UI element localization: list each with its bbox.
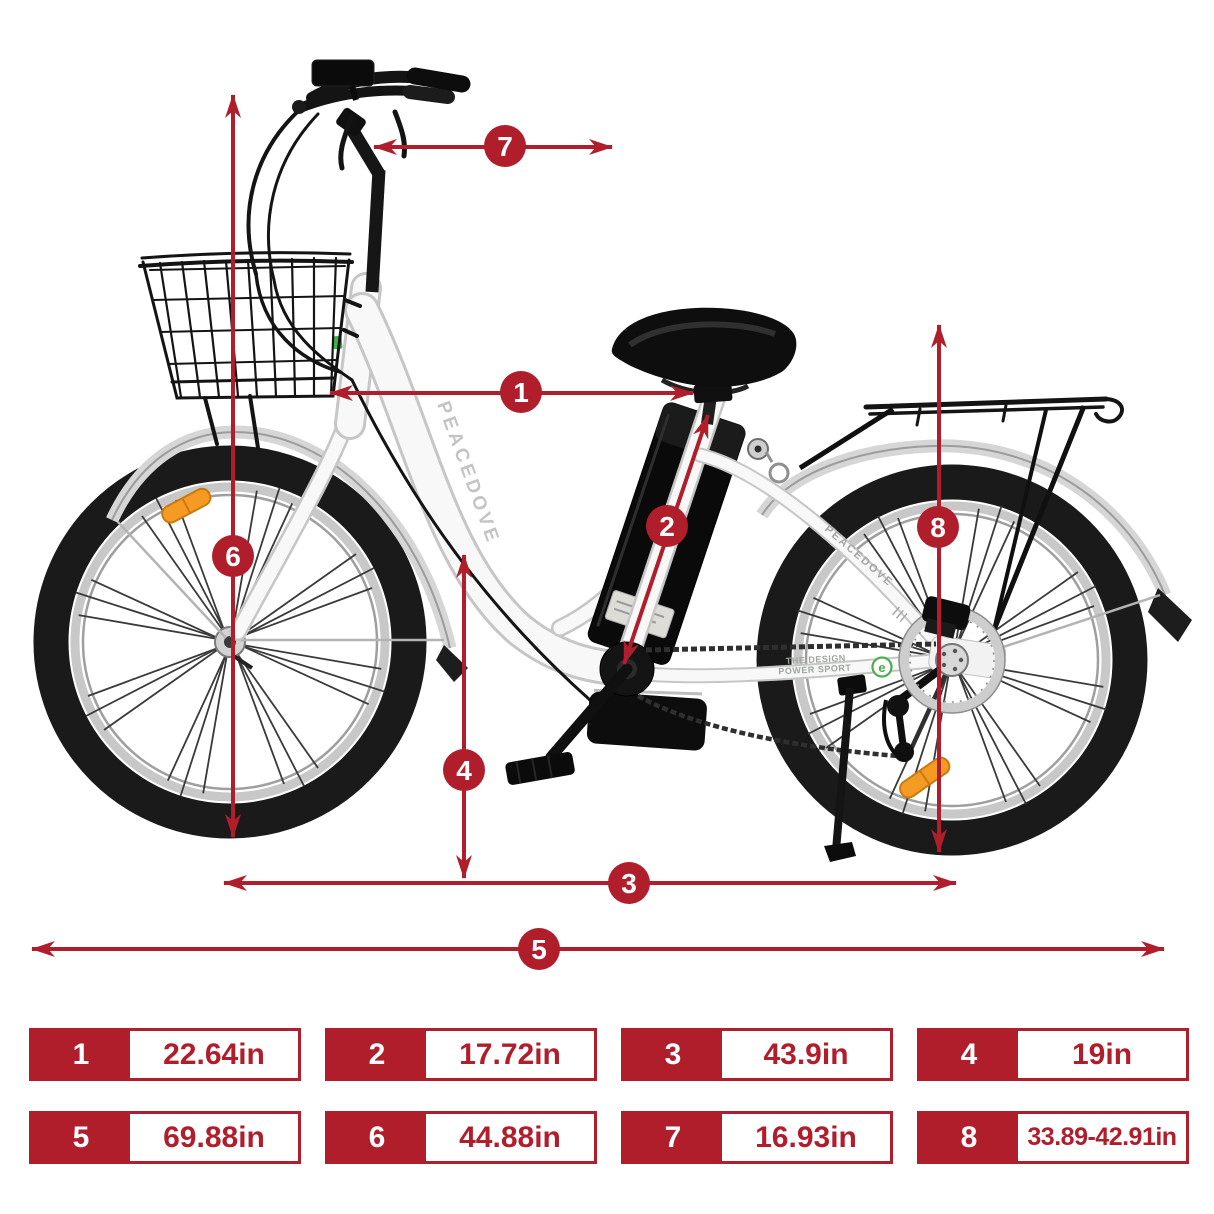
dimension-badge-5: 5 bbox=[518, 928, 560, 970]
spec-cell-2: 2 17.72in bbox=[325, 1028, 597, 1081]
bike-diagram: PEACEDOVE PEACEDOVE ||| THE DESIGN POWER… bbox=[26, 59, 1192, 970]
basket-bracket bbox=[342, 298, 362, 338]
dimension-badge-3: 3 bbox=[608, 862, 650, 904]
dimension-badge-2: 2 bbox=[646, 505, 688, 547]
svg-text:2: 2 bbox=[659, 511, 675, 542]
spec-cell-number: 2 bbox=[328, 1031, 426, 1078]
spec-cell-value: 22.64in bbox=[163, 1037, 265, 1071]
spec-cell-number: 7 bbox=[624, 1114, 722, 1161]
handlebar-assembly bbox=[246, 59, 592, 702]
svg-text:1: 1 bbox=[513, 377, 529, 408]
spec-cell-value: 19in bbox=[1071, 1037, 1133, 1071]
spec-cell-5: 5 69.88in bbox=[29, 1111, 301, 1164]
spec-cell-8: 8 33.89-42.91in bbox=[917, 1111, 1189, 1164]
svg-text:THE DESIGN: THE DESIGN bbox=[786, 653, 846, 666]
brake-lever bbox=[338, 113, 355, 171]
spec-cell-3: 3 43.9in bbox=[621, 1028, 893, 1081]
spec-cell-number: 8 bbox=[920, 1114, 1018, 1161]
spec-cell-1: 1 22.64in bbox=[29, 1028, 301, 1081]
dimension-badge-7: 7 bbox=[484, 125, 526, 167]
spec-cell-number: 4 bbox=[920, 1031, 1018, 1078]
spec-cell-number: 5 bbox=[32, 1114, 130, 1161]
pedal bbox=[505, 752, 575, 785]
saddle-assembly bbox=[611, 307, 797, 425]
mud-flap bbox=[1148, 588, 1192, 642]
right-grip bbox=[406, 67, 471, 93]
spec-cell-4: 4 19in bbox=[917, 1028, 1189, 1081]
spec-cell-number: 1 bbox=[32, 1031, 130, 1078]
svg-text:5: 5 bbox=[531, 934, 547, 965]
brake-cables bbox=[246, 102, 308, 276]
dimension-badge-1: 1 bbox=[500, 371, 542, 413]
saddle bbox=[611, 307, 797, 388]
spec-cell-7: 7 16.93in bbox=[621, 1111, 893, 1164]
spec-cell-value: 17.72in bbox=[459, 1037, 561, 1071]
display-unit bbox=[311, 59, 375, 87]
dimension-callouts: 1 2 3 4 5 6 7 8 bbox=[31, 94, 1165, 970]
front-reflector bbox=[161, 487, 212, 524]
chainstay-branding: THE DESIGN POWER SPORT bbox=[778, 653, 851, 677]
dimension-badge-6: 6 bbox=[212, 535, 254, 577]
spec-cell-number: 3 bbox=[624, 1031, 722, 1078]
battery bbox=[587, 402, 790, 665]
svg-text:3: 3 bbox=[621, 868, 637, 899]
front-basket bbox=[138, 251, 362, 450]
spec-cell-value: 44.88in bbox=[459, 1120, 561, 1154]
dimension-badge-4: 4 bbox=[443, 749, 485, 791]
svg-text:POWER SPORT: POWER SPORT bbox=[778, 663, 851, 677]
spec-cell-number: 6 bbox=[328, 1114, 426, 1161]
seat-clamp bbox=[693, 382, 733, 404]
e-badge-icon bbox=[871, 656, 893, 678]
spec-table: 1 22.64in 2 17.72in 3 43.9in 4 19in 5 69… bbox=[29, 1028, 1189, 1164]
rear-rack bbox=[798, 396, 1124, 631]
crank-arm bbox=[545, 663, 633, 763]
spec-cell-value: 16.93in bbox=[755, 1120, 857, 1154]
dimension-badge-8: 8 bbox=[917, 506, 959, 548]
e-badge-letter: e bbox=[878, 660, 885, 675]
battery-key-ring bbox=[768, 462, 790, 484]
front-spokes bbox=[26, 438, 434, 846]
spec-cell-value: 43.9in bbox=[763, 1037, 849, 1071]
rear-tire bbox=[756, 464, 1148, 856]
svg-text:7: 7 bbox=[497, 131, 513, 162]
basket-legs bbox=[203, 394, 260, 450]
kickstand bbox=[824, 674, 867, 862]
spec-cell-value: 69.88in bbox=[163, 1120, 265, 1154]
svg-text:6: 6 bbox=[225, 541, 241, 572]
spec-cell-6: 6 44.88in bbox=[325, 1111, 597, 1164]
stem bbox=[365, 169, 386, 293]
spec-cell-value: 33.89-42.91in bbox=[1027, 1123, 1177, 1151]
svg-text:4: 4 bbox=[456, 755, 472, 786]
svg-text:8: 8 bbox=[930, 512, 946, 543]
left-grip bbox=[403, 85, 455, 104]
